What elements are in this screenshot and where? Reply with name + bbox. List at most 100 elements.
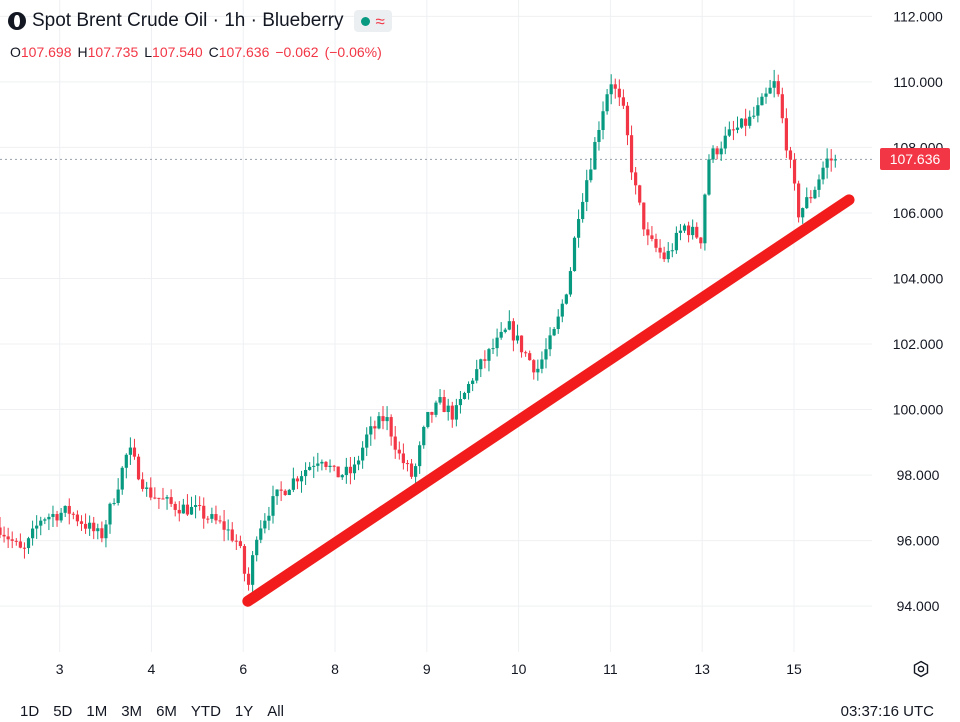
candle-body bbox=[438, 397, 442, 403]
candle-body bbox=[255, 539, 259, 556]
candle-body bbox=[695, 226, 699, 238]
candle-body bbox=[238, 541, 242, 547]
candle-body bbox=[691, 226, 695, 236]
candle-body bbox=[336, 466, 340, 478]
candle-body bbox=[369, 426, 373, 435]
symbol-logo-icon bbox=[8, 12, 26, 30]
candle-body bbox=[625, 105, 630, 136]
candle-body bbox=[825, 158, 829, 168]
candle-body bbox=[26, 538, 31, 549]
candle-body bbox=[206, 518, 210, 520]
candle-body bbox=[422, 426, 426, 446]
candle-body bbox=[515, 335, 520, 341]
candle-body bbox=[340, 475, 344, 478]
candle-body bbox=[59, 512, 63, 521]
ohlc-legend: O107.698 H107.735 L107.540 C107.636 −0.0… bbox=[10, 44, 382, 60]
candle-body bbox=[96, 528, 100, 532]
candle-body bbox=[361, 447, 365, 461]
current-price-label: 107.636 bbox=[880, 148, 950, 171]
candle-body bbox=[136, 456, 141, 480]
y-tick-label: 104.000 bbox=[893, 270, 944, 286]
candle-body bbox=[230, 529, 234, 541]
candle-body bbox=[344, 466, 348, 476]
candle-body bbox=[503, 329, 507, 332]
ohlc-high: H107.735 bbox=[77, 44, 139, 60]
candle-body bbox=[678, 230, 683, 233]
candle-body bbox=[662, 252, 666, 260]
range-6m[interactable]: 6M bbox=[156, 703, 177, 720]
candle-body bbox=[760, 96, 764, 106]
candle-body bbox=[145, 487, 149, 489]
status-pill[interactable]: ≈ bbox=[353, 10, 392, 32]
candle-body bbox=[104, 524, 108, 539]
candle-body bbox=[719, 148, 723, 155]
candle-body bbox=[389, 417, 393, 437]
candle-body bbox=[251, 555, 255, 585]
candle-body bbox=[43, 519, 47, 521]
candle-body bbox=[189, 506, 194, 515]
candle-body bbox=[540, 359, 544, 369]
candle-body bbox=[320, 461, 324, 464]
candle-body bbox=[128, 447, 132, 455]
candle-body bbox=[589, 169, 593, 181]
candle-body bbox=[638, 185, 642, 203]
candle-body bbox=[654, 238, 658, 248]
candle-body bbox=[495, 337, 499, 349]
candle-body bbox=[801, 208, 805, 218]
candle-body bbox=[487, 349, 491, 361]
candle-body bbox=[120, 467, 124, 490]
candle-body bbox=[613, 84, 617, 89]
settings-gear-icon[interactable] bbox=[912, 660, 930, 678]
range-1y[interactable]: 1Y bbox=[234, 703, 254, 720]
range-1m[interactable]: 1M bbox=[86, 703, 108, 720]
range-1d[interactable]: 1D bbox=[20, 703, 40, 720]
candle-body bbox=[536, 368, 540, 373]
candle-body bbox=[727, 129, 731, 136]
candle-body bbox=[259, 528, 263, 540]
candle-body bbox=[414, 466, 418, 477]
candle-body bbox=[63, 505, 67, 513]
candle-body bbox=[593, 141, 597, 170]
candle-body bbox=[629, 135, 634, 173]
candle-body bbox=[193, 505, 198, 507]
candle-body bbox=[772, 81, 776, 88]
candle-body bbox=[483, 359, 487, 361]
candle-body bbox=[214, 514, 218, 521]
y-tick-label: 100.000 bbox=[893, 402, 944, 418]
candle-body bbox=[776, 81, 780, 95]
ohlc-low: L107.540 bbox=[144, 44, 203, 60]
candle-body bbox=[519, 335, 524, 353]
range-ytd[interactable]: YTD bbox=[190, 703, 221, 720]
candle-body bbox=[511, 321, 515, 341]
y-tick-label: 94.000 bbox=[897, 598, 940, 614]
candle-body bbox=[287, 489, 291, 495]
candle-body bbox=[658, 247, 662, 253]
candle-body bbox=[377, 416, 381, 429]
range-5d[interactable]: 5D bbox=[53, 703, 73, 720]
candle-body bbox=[568, 271, 573, 295]
candle-body bbox=[524, 352, 528, 354]
candle-body bbox=[30, 528, 35, 539]
candle-body bbox=[352, 464, 357, 474]
candle-body bbox=[132, 447, 137, 457]
range-3m[interactable]: 3M bbox=[121, 703, 143, 720]
candle-body bbox=[426, 411, 430, 427]
candle-body bbox=[22, 547, 27, 549]
candle-body bbox=[83, 523, 88, 529]
candle-body bbox=[821, 167, 825, 180]
candle-body bbox=[14, 540, 18, 542]
range-all[interactable]: All bbox=[267, 703, 284, 720]
symbol-title[interactable]: Spot Brent Crude Oil · 1h · Blueberry bbox=[32, 10, 344, 31]
candlestick-series bbox=[0, 69, 837, 594]
x-tick-label: 10 bbox=[511, 661, 527, 677]
candle-body bbox=[764, 93, 768, 97]
x-tick-label: 6 bbox=[239, 661, 247, 677]
candle-body bbox=[621, 97, 626, 106]
candle-body bbox=[71, 513, 75, 515]
y-tick-label: 98.000 bbox=[897, 467, 940, 483]
candle-body bbox=[642, 202, 646, 230]
candle-body bbox=[670, 250, 674, 252]
candle-body bbox=[308, 466, 312, 470]
x-tick-label: 13 bbox=[694, 661, 710, 677]
